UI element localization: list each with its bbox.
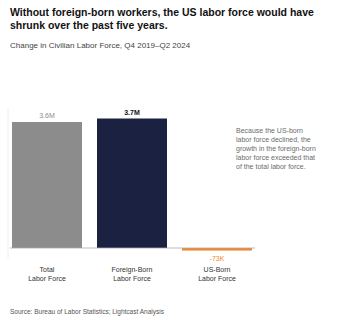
data-label: 3.7M [124,109,140,116]
data-label: -73K [210,255,225,262]
subtitle: Change in Civilian Labor Force, Q4 2019–… [10,41,191,50]
category-line: US-Born [204,266,231,273]
title: Without foreign-born workers, the US lab… [10,6,314,31]
category-label: US-Born Labor Force [198,266,236,282]
annotation: Because the US-born labor force declined,… [236,127,316,170]
category-line: Total [40,266,55,273]
annotation-line: of the total labor force. [236,163,306,170]
baseline [10,248,255,249]
annotation-line: labor force declined, the [236,136,311,143]
bars [12,119,252,251]
chart: Without foreign-born workers, the US lab… [0,0,352,325]
annotation-line: Because the US-born [236,127,303,134]
annotation-line: labor force exceeded that [236,154,315,161]
category-line: Foreign-Born [112,266,153,274]
title-line: shrunk over the past five years. [10,19,168,31]
bar [12,122,82,248]
value-axis [8,108,9,259]
category-line: Labor Force [198,275,236,282]
source: Source: Bureau of Labor Statistics; Ligh… [10,308,165,316]
data-label: 3.6M [39,112,55,119]
category-line: Labor Force [113,275,151,282]
title-line: Without foreign-born workers, the US lab… [10,6,314,18]
bar [97,119,167,249]
annotation-line: growth in the foreign-born [236,145,316,153]
category-label: Total Labor Force [28,266,66,282]
category-line: Labor Force [28,275,66,282]
category-label: Foreign-BornLabor Force [112,266,153,282]
